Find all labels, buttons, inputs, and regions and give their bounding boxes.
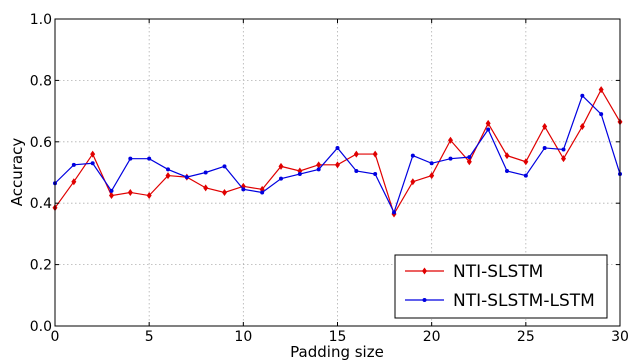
data-point	[147, 156, 152, 161]
legend-label-nti-slstm-lstm: NTI-SLSTM-LSTM	[453, 291, 595, 311]
data-point	[127, 188, 133, 196]
data-point	[410, 178, 416, 186]
data-point	[485, 119, 491, 127]
data-point	[335, 161, 340, 169]
data-point	[448, 136, 453, 144]
y-tick-label: 1.0	[30, 12, 52, 28]
data-point	[580, 93, 585, 98]
y-tick-label: 0.6	[30, 135, 52, 151]
data-point	[335, 145, 340, 150]
data-point	[542, 122, 548, 130]
data-point	[448, 156, 453, 161]
legend-label-nti-slstm: NTI-SLSTM	[453, 262, 543, 282]
x-tick-label: 25	[517, 329, 535, 345]
data-point	[146, 192, 152, 200]
data-point	[316, 167, 321, 172]
legend-marker-nti-slstm	[422, 267, 427, 275]
data-point	[392, 210, 396, 215]
x-tick-label: 10	[234, 329, 252, 345]
data-point	[598, 86, 604, 94]
data-point	[505, 168, 509, 173]
data-point	[71, 162, 76, 167]
data-point	[222, 188, 227, 196]
data-point	[109, 192, 114, 200]
data-point	[297, 172, 302, 177]
data-point	[429, 161, 434, 166]
data-point	[222, 164, 227, 169]
data-point	[354, 168, 359, 173]
legend: NTI-SLSTM NTI-SLSTM-LSTM	[394, 254, 608, 319]
data-point	[523, 173, 528, 178]
data-point	[410, 153, 415, 158]
data-point	[165, 172, 171, 180]
data-point	[599, 112, 604, 117]
x-tick-label: 0	[51, 329, 60, 345]
data-point	[504, 152, 510, 160]
data-point	[561, 147, 566, 152]
data-point	[241, 187, 246, 192]
series-nti-slstm-lstm	[53, 93, 622, 215]
data-point	[372, 150, 378, 158]
y-tick-label: 0.4	[30, 196, 52, 212]
data-point	[279, 176, 283, 181]
data-point	[184, 175, 189, 180]
data-point	[203, 170, 208, 175]
series-layer	[52, 86, 623, 218]
ticks: 0 5 10 15 20 25 30 0.0 0.2 0.4 0.6 0.8 1.0	[30, 12, 629, 345]
x-tick-label: 30	[611, 329, 629, 345]
y-tick-label: 0.8	[30, 73, 52, 89]
data-point	[260, 190, 265, 195]
data-point	[90, 150, 96, 158]
data-point	[561, 155, 566, 163]
data-point	[278, 162, 284, 170]
data-point	[542, 145, 547, 150]
x-tick-label: 15	[329, 329, 347, 345]
data-point	[90, 161, 95, 166]
data-point	[109, 188, 114, 193]
y-tick-label: 0.2	[30, 258, 52, 274]
data-point	[71, 178, 77, 186]
data-point	[467, 155, 472, 160]
x-axis-label: Padding size	[290, 343, 384, 360]
data-point	[579, 122, 585, 130]
data-point	[429, 172, 435, 180]
data-point	[316, 161, 322, 169]
y-tick-label: 0.0	[30, 319, 52, 335]
data-point	[203, 184, 209, 192]
x-tick-label: 20	[423, 329, 441, 345]
data-point	[166, 167, 170, 172]
data-point	[353, 150, 359, 158]
data-point	[128, 156, 133, 161]
x-tick-label: 5	[145, 329, 154, 345]
data-point	[523, 158, 529, 166]
y-axis-label: Accuracy	[8, 138, 26, 207]
data-point	[466, 158, 472, 166]
data-point	[486, 127, 491, 132]
data-point	[373, 172, 378, 177]
legend-box	[394, 254, 608, 319]
legend-marker-nti-slstm-lstm	[422, 298, 427, 302]
